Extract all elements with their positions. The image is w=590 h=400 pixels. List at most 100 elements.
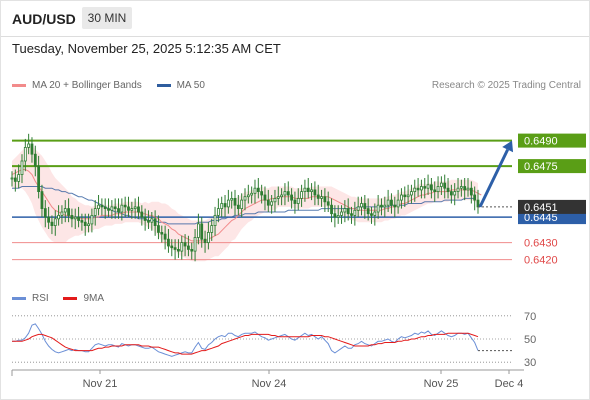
- candle: [23, 146, 27, 162]
- candle: [236, 204, 240, 209]
- candle: [160, 231, 164, 235]
- candle: [110, 206, 114, 211]
- candle: [123, 204, 127, 208]
- candle: [340, 211, 343, 216]
- candle: [213, 214, 217, 226]
- candle: [157, 225, 160, 233]
- rsi-tick-label: 70: [524, 311, 536, 323]
- ma50-swatch: [156, 83, 171, 87]
- candle: [400, 194, 403, 201]
- candle: [216, 208, 220, 216]
- candle: [100, 204, 104, 208]
- candle: [386, 199, 390, 206]
- candle: [53, 218, 57, 227]
- candle: [67, 208, 70, 216]
- rsi-tick-label: 50: [524, 334, 536, 346]
- candle: [70, 214, 74, 220]
- ma20-label: MA 20 + Bollinger Bands: [32, 80, 142, 91]
- candle: [223, 203, 227, 208]
- candle: [336, 214, 340, 218]
- ma50-label: MA 50: [176, 80, 205, 91]
- candle: [103, 206, 107, 209]
- candle: [130, 208, 134, 211]
- candle: [293, 199, 297, 204]
- candle: [436, 186, 440, 192]
- candle: [463, 186, 467, 191]
- candle: [333, 213, 337, 218]
- rsi-legend-label: RSI: [32, 293, 49, 304]
- candle: [323, 196, 327, 203]
- candle: [17, 174, 21, 182]
- candle: [430, 184, 433, 191]
- candle: [446, 187, 450, 192]
- last-price-tag: [518, 199, 586, 214]
- candle: [443, 182, 447, 189]
- level-label-0: 0.6490: [524, 136, 558, 148]
- candle: [406, 194, 410, 198]
- candle: [416, 187, 420, 191]
- candle: [117, 208, 120, 213]
- candle: [313, 189, 317, 196]
- candle: [353, 209, 357, 216]
- level-label-4: 0.6420: [524, 255, 558, 267]
- candle: [167, 238, 170, 247]
- candle: [163, 233, 167, 240]
- candle: [250, 192, 254, 196]
- candle: [316, 194, 320, 199]
- symbol-label: AUD/USD: [12, 11, 76, 27]
- timeframe-button[interactable]: 30 MIN: [82, 7, 132, 29]
- candle: [246, 194, 250, 198]
- legend-ma20: MA 20 + Bollinger Bands: [12, 80, 142, 91]
- candle: [37, 165, 41, 193]
- candle: [150, 218, 154, 223]
- candle: [326, 201, 330, 206]
- candle: [60, 211, 64, 216]
- candle: [330, 204, 333, 215]
- candle: [469, 187, 473, 196]
- legend-ma50: MA 50: [156, 80, 205, 91]
- candle: [20, 160, 24, 176]
- candle: [97, 204, 100, 209]
- rsi-ma-legend-label: 9MA: [83, 293, 105, 304]
- candle: [306, 187, 310, 192]
- candle: [346, 208, 350, 215]
- candle: [473, 194, 477, 201]
- rsi-ma-line: [12, 332, 479, 355]
- candle: [266, 199, 270, 206]
- candle: [243, 196, 247, 201]
- x-tick-label: Dec 4: [495, 378, 524, 390]
- candle: [433, 189, 437, 192]
- candle: [273, 197, 277, 203]
- candle: [77, 216, 80, 221]
- candle: [73, 216, 77, 220]
- candle: [439, 182, 443, 187]
- candle: [449, 191, 453, 196]
- candle: [260, 191, 264, 196]
- candle: [403, 194, 407, 198]
- candle: [303, 187, 307, 192]
- candle: [256, 187, 260, 192]
- level-tag-0: [518, 133, 586, 148]
- x-tick-label: Nov 21: [83, 378, 118, 390]
- candle: [370, 213, 373, 216]
- header-divider: [0, 36, 590, 37]
- candle: [203, 238, 207, 243]
- candle: [180, 242, 184, 252]
- candle: [343, 208, 347, 213]
- candle: [80, 220, 84, 223]
- candle: [133, 206, 137, 209]
- last-price-label: 0.6451: [524, 202, 558, 214]
- candle: [420, 186, 423, 191]
- datetime-label: Tuesday, November 25, 2025 5:12:35 AM CE…: [12, 41, 281, 56]
- candle: [373, 211, 377, 216]
- ma20-line: [11, 169, 482, 242]
- candle: [360, 203, 363, 208]
- candle: [453, 191, 457, 196]
- forecast-arrow-head: [502, 140, 514, 153]
- candle: [210, 225, 214, 233]
- candle: [40, 191, 44, 210]
- candle: [456, 187, 460, 192]
- candle: [200, 223, 204, 240]
- level-label-1: 0.6475: [524, 161, 558, 173]
